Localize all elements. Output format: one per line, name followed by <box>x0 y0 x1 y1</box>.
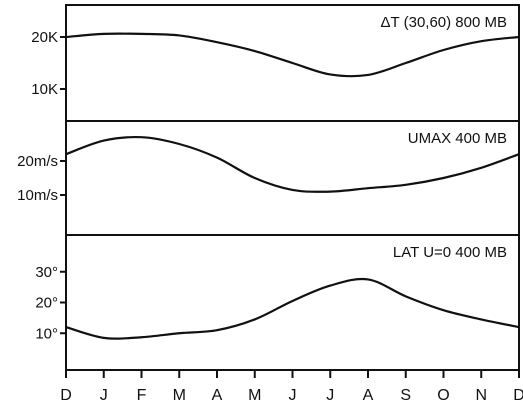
xtick-label: O <box>437 387 449 404</box>
xtick-label: A <box>363 387 374 404</box>
ytick-label: 10K <box>31 81 58 98</box>
panel-title-2: UMAX 400 MB <box>408 130 507 147</box>
ytick-label: 20K <box>31 29 58 46</box>
xtick-label: S <box>400 387 411 404</box>
ytick-label: 30° <box>35 264 58 281</box>
ytick-label: 10m/s <box>17 187 58 204</box>
panel-title-1: ΔT (30,60) 800 MB <box>381 14 507 31</box>
ytick-label: 20m/s <box>17 153 58 170</box>
xtick-label: J <box>289 387 297 404</box>
ytick-label: 10° <box>35 325 58 342</box>
xtick-label: F <box>137 387 147 404</box>
series-line-panel-3 <box>65 277 520 340</box>
panel-title-3: LAT U=0 400 MB <box>393 244 507 261</box>
xtick-label: J <box>326 387 334 404</box>
xtick-label: D <box>513 387 523 404</box>
xtick-label: J <box>100 387 108 404</box>
xtick-label: A <box>212 387 223 404</box>
ytick-label: 20° <box>35 295 58 312</box>
series-line-panel-2 <box>65 135 520 193</box>
xtick-label: D <box>60 387 72 404</box>
xtick-label: N <box>475 387 487 404</box>
xtick-label: M <box>173 387 186 404</box>
xtick-label: M <box>248 387 261 404</box>
series-line-panel-1 <box>65 32 520 78</box>
